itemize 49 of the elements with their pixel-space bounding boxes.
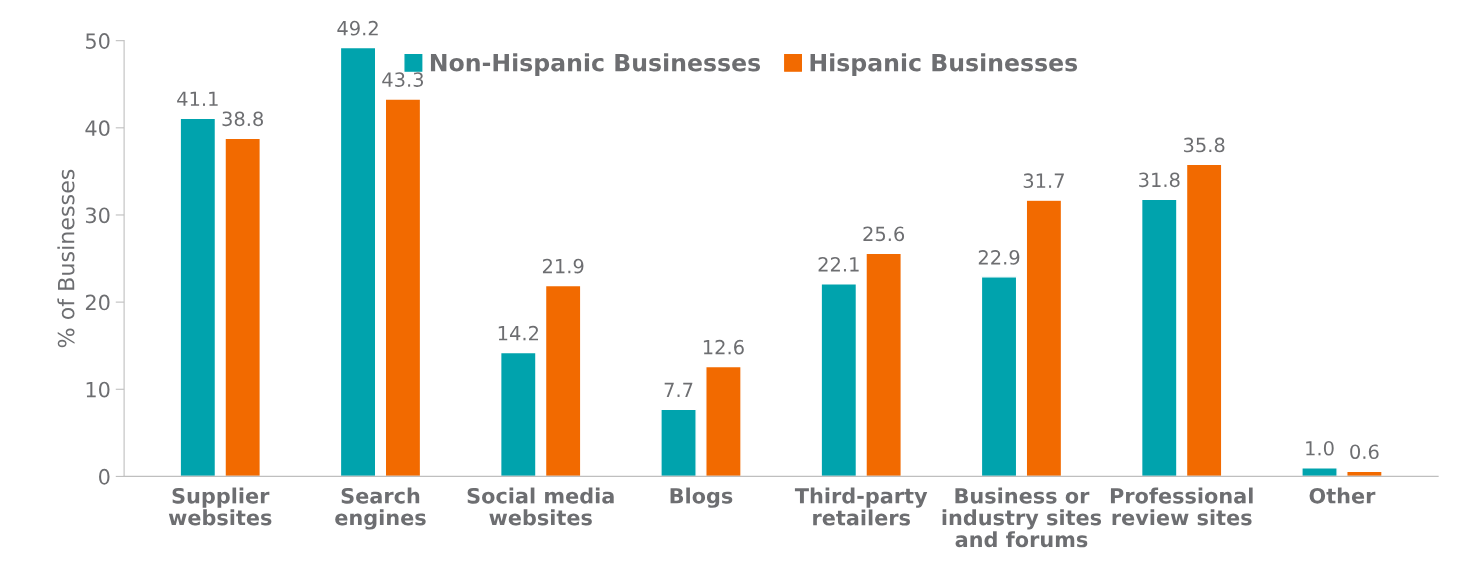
bar	[1301, 467, 1338, 477]
bar	[1185, 163, 1223, 477]
data-label: 21.9	[542, 258, 584, 274]
data-label: 0.6	[1350, 444, 1379, 460]
bar	[705, 365, 742, 477]
x-tick-label: Other	[1309, 487, 1376, 504]
legend-label: Hispanic Businesses	[810, 53, 1078, 77]
data-label: 35.8	[1183, 137, 1225, 153]
x-tick-label: Blogs	[670, 487, 733, 508]
bar	[224, 137, 262, 477]
bar	[499, 351, 537, 477]
bar	[980, 276, 1018, 477]
bar	[865, 252, 902, 477]
data-label: 12.6	[703, 339, 744, 355]
x-tick-label: Supplier websites	[168, 487, 272, 526]
bar	[544, 284, 582, 477]
data-label: 22.9	[978, 250, 1020, 265]
bar	[339, 46, 377, 477]
data-label: 14.2	[498, 325, 538, 341]
x-tick-label: Social media websites	[467, 487, 614, 526]
x-tick-label: Business or industry sites and forums	[942, 487, 1102, 548]
bar	[1025, 199, 1063, 477]
data-label: 25.6	[863, 226, 905, 242]
y-tick-label: 20	[85, 294, 110, 311]
bar	[660, 408, 697, 477]
data-label: 43.3	[382, 72, 424, 87]
bar	[384, 98, 422, 477]
x-tick-label: Professional review sites	[1110, 487, 1253, 526]
x-tick-label: Third-party retailers	[794, 487, 928, 526]
data-label: 7.7	[664, 382, 693, 397]
data-label: 22.1	[818, 257, 859, 272]
data-label: 31.7	[1023, 173, 1064, 189]
y-tick-label: 40	[85, 120, 110, 137]
y-tick-label: 30	[85, 207, 110, 224]
legend-label: Non-Hispanic Businesses	[430, 53, 761, 77]
data-label: 49.2	[337, 20, 378, 36]
data-label: 31.8	[1139, 172, 1180, 188]
y-tick-label: 10	[86, 381, 110, 398]
y-tick-label: 0	[99, 468, 110, 485]
bar	[820, 283, 858, 477]
data-label: 1.0	[1306, 440, 1334, 456]
data-label: 41.1	[177, 91, 218, 106]
x-tick-label: Search engines	[335, 487, 426, 530]
data-label: 38.8	[222, 111, 263, 127]
y-axis-title: % of Businesses	[57, 169, 75, 348]
y-tick-label: 50	[86, 33, 110, 49]
bar	[1140, 198, 1178, 477]
bar	[1346, 470, 1383, 477]
bar	[179, 117, 217, 477]
